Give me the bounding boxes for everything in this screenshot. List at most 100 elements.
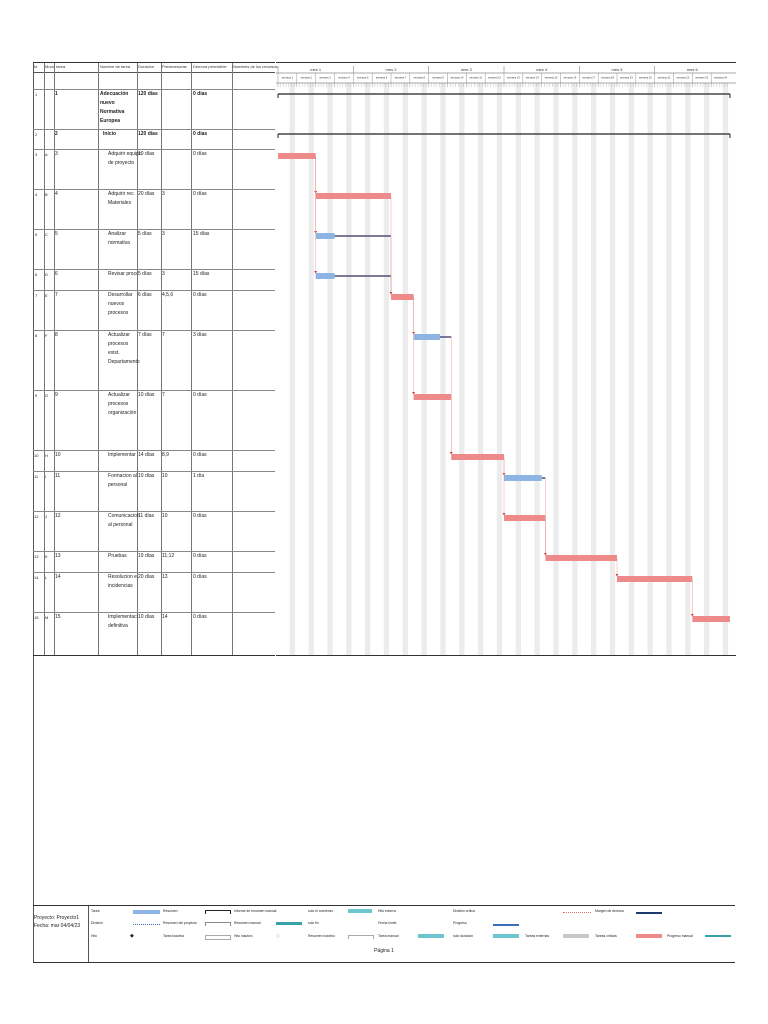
legend-label-resumen: Resumen [163, 909, 178, 913]
row-14-name: Resolucion e incidencias [108, 574, 137, 589]
row-3-wbs: A [45, 152, 48, 157]
task-bar-11 [504, 475, 542, 481]
row-14-predecessors: 13 [162, 574, 168, 580]
week-label: semana 6 [376, 76, 388, 80]
row-separator [33, 330, 275, 331]
row-3-slack: 0 días [193, 151, 207, 157]
row-11-wbs: I [45, 474, 47, 479]
row-1-slack: 0 días [193, 91, 208, 97]
task-bar-15 [692, 616, 730, 622]
dependency-link [334, 235, 392, 292]
row-6-duration: 5 días [138, 271, 152, 277]
dependency-arrow-15 [690, 614, 694, 617]
week-label: semana 5 [357, 76, 369, 80]
week-label: semana 18 [601, 76, 614, 80]
row-1-name: Adecuación nuevo Normativa Europea [100, 91, 129, 124]
legend-swatch-division-critica [563, 912, 591, 913]
task-bar-13 [545, 555, 617, 561]
legend-swatch-hito-inactivo-icon: ◇ [276, 933, 280, 939]
gantt-svg: mes 1 mes 2 mes 3 mes 4 mes 5 mes 6 semana 1 se… [276, 66, 736, 655]
week-label: semana 20 [639, 76, 652, 80]
row-13-duration: 19 días [138, 553, 155, 559]
legend-swatch-margen-demora [636, 912, 662, 914]
month-label: mes 6 [687, 67, 699, 72]
weekend-shading [365, 83, 371, 655]
row-separator [33, 290, 275, 291]
week-label: semana 12 [488, 76, 501, 80]
month-label: mes 5 [612, 67, 624, 72]
legend-swatch-solo-comienzo [348, 909, 372, 913]
legend-label-tareas-criticas: Tareas críticas [595, 934, 617, 938]
week-label: semana 15 [545, 76, 558, 80]
row-1-id: 1 [35, 92, 38, 97]
row-14-slack: 0 días [193, 574, 207, 580]
row-14-id: 14 [34, 575, 39, 580]
row-13-predecessors: 11;12 [162, 553, 175, 559]
legend-label-division: División [91, 921, 103, 925]
row-12-id: 12 [34, 514, 39, 519]
row-4-id: 4 [35, 192, 38, 197]
weekend-shading [572, 83, 578, 655]
legend-swatch-tarea [133, 910, 160, 914]
month-label: mes 2 [386, 67, 398, 72]
weekend-shading [289, 83, 295, 655]
row-8-wbs: F [45, 333, 48, 338]
column-divider [137, 63, 138, 655]
week-label: semana 23 [695, 76, 708, 80]
row-7-id: 7 [35, 293, 38, 298]
week-label: semana 21 [658, 76, 671, 80]
legend-project-name: Proyecto: Proyecto1 [34, 915, 80, 921]
legend-label-tarea: Tarea [91, 909, 100, 913]
task-bar-7 [391, 294, 414, 300]
weekend-shading [704, 83, 710, 655]
row-separator [33, 229, 275, 230]
row-11-name: Formacion al personal [108, 473, 137, 488]
legend-label-fecha-limite: Fecha límite [378, 921, 397, 925]
weekend-shading [515, 83, 521, 655]
row-12-num: 12 [55, 513, 61, 519]
row-10-predecessors: 8,9 [162, 452, 169, 458]
row-7-name: Desarrollar nuevos procesos [108, 292, 133, 316]
row-13-slack: 0 días [193, 553, 207, 559]
weekend-shading [421, 83, 427, 655]
week-label: semana 1 [282, 76, 294, 80]
row-4-name: Adquirir rec. Materiales [108, 191, 135, 206]
legend-label-solo-fin: solo fin [308, 921, 319, 925]
task-bar-3 [278, 153, 316, 159]
legend-swatch-tarea-manual [418, 934, 444, 938]
week-label: semana 16 [563, 76, 576, 80]
legend-label-hito-externo: Hito externo [378, 909, 397, 913]
task-bar-12 [504, 515, 546, 521]
weekend-shading [346, 83, 352, 655]
row-12-duration: 11 días [138, 513, 155, 519]
legend-swatch-solo-duracion [493, 934, 519, 938]
row-13-wbs: K [45, 554, 48, 559]
column-divider [54, 63, 55, 655]
row-2-duration: 120 días [138, 131, 158, 137]
legend-label-resumen-proyecto: Resumen del proyecto [163, 921, 197, 925]
legend-divider [88, 906, 89, 962]
row-15-num: 15 [55, 614, 61, 620]
row-14-wbs: L [45, 575, 48, 580]
row-15-id: 15 [34, 615, 39, 620]
row-13-id: 13 [34, 554, 39, 559]
week-label: semana 4 [338, 76, 350, 80]
dependency-arrow-12 [502, 513, 506, 516]
row-2-id: 2 [35, 132, 38, 137]
row-5-name: Analizar normativa [108, 231, 130, 246]
page-left-border [33, 62, 34, 962]
column-divider [161, 63, 162, 655]
row-14-num: 14 [55, 574, 61, 580]
row-8-predecessors: 7 [162, 332, 165, 338]
row-separator [33, 149, 275, 150]
weekend-shading [402, 83, 408, 655]
month-label: mes 1 [310, 67, 322, 72]
weekend-shading [440, 83, 446, 655]
row-5-id: 5 [35, 232, 38, 237]
legend-swatch-tarea-inactiva [205, 935, 231, 940]
row-separator [33, 511, 275, 512]
row-6-wbs: D [45, 272, 48, 277]
row-3-name: Adquirir equipo de proyecto [108, 151, 142, 166]
week-label: semana 17 [582, 76, 595, 80]
